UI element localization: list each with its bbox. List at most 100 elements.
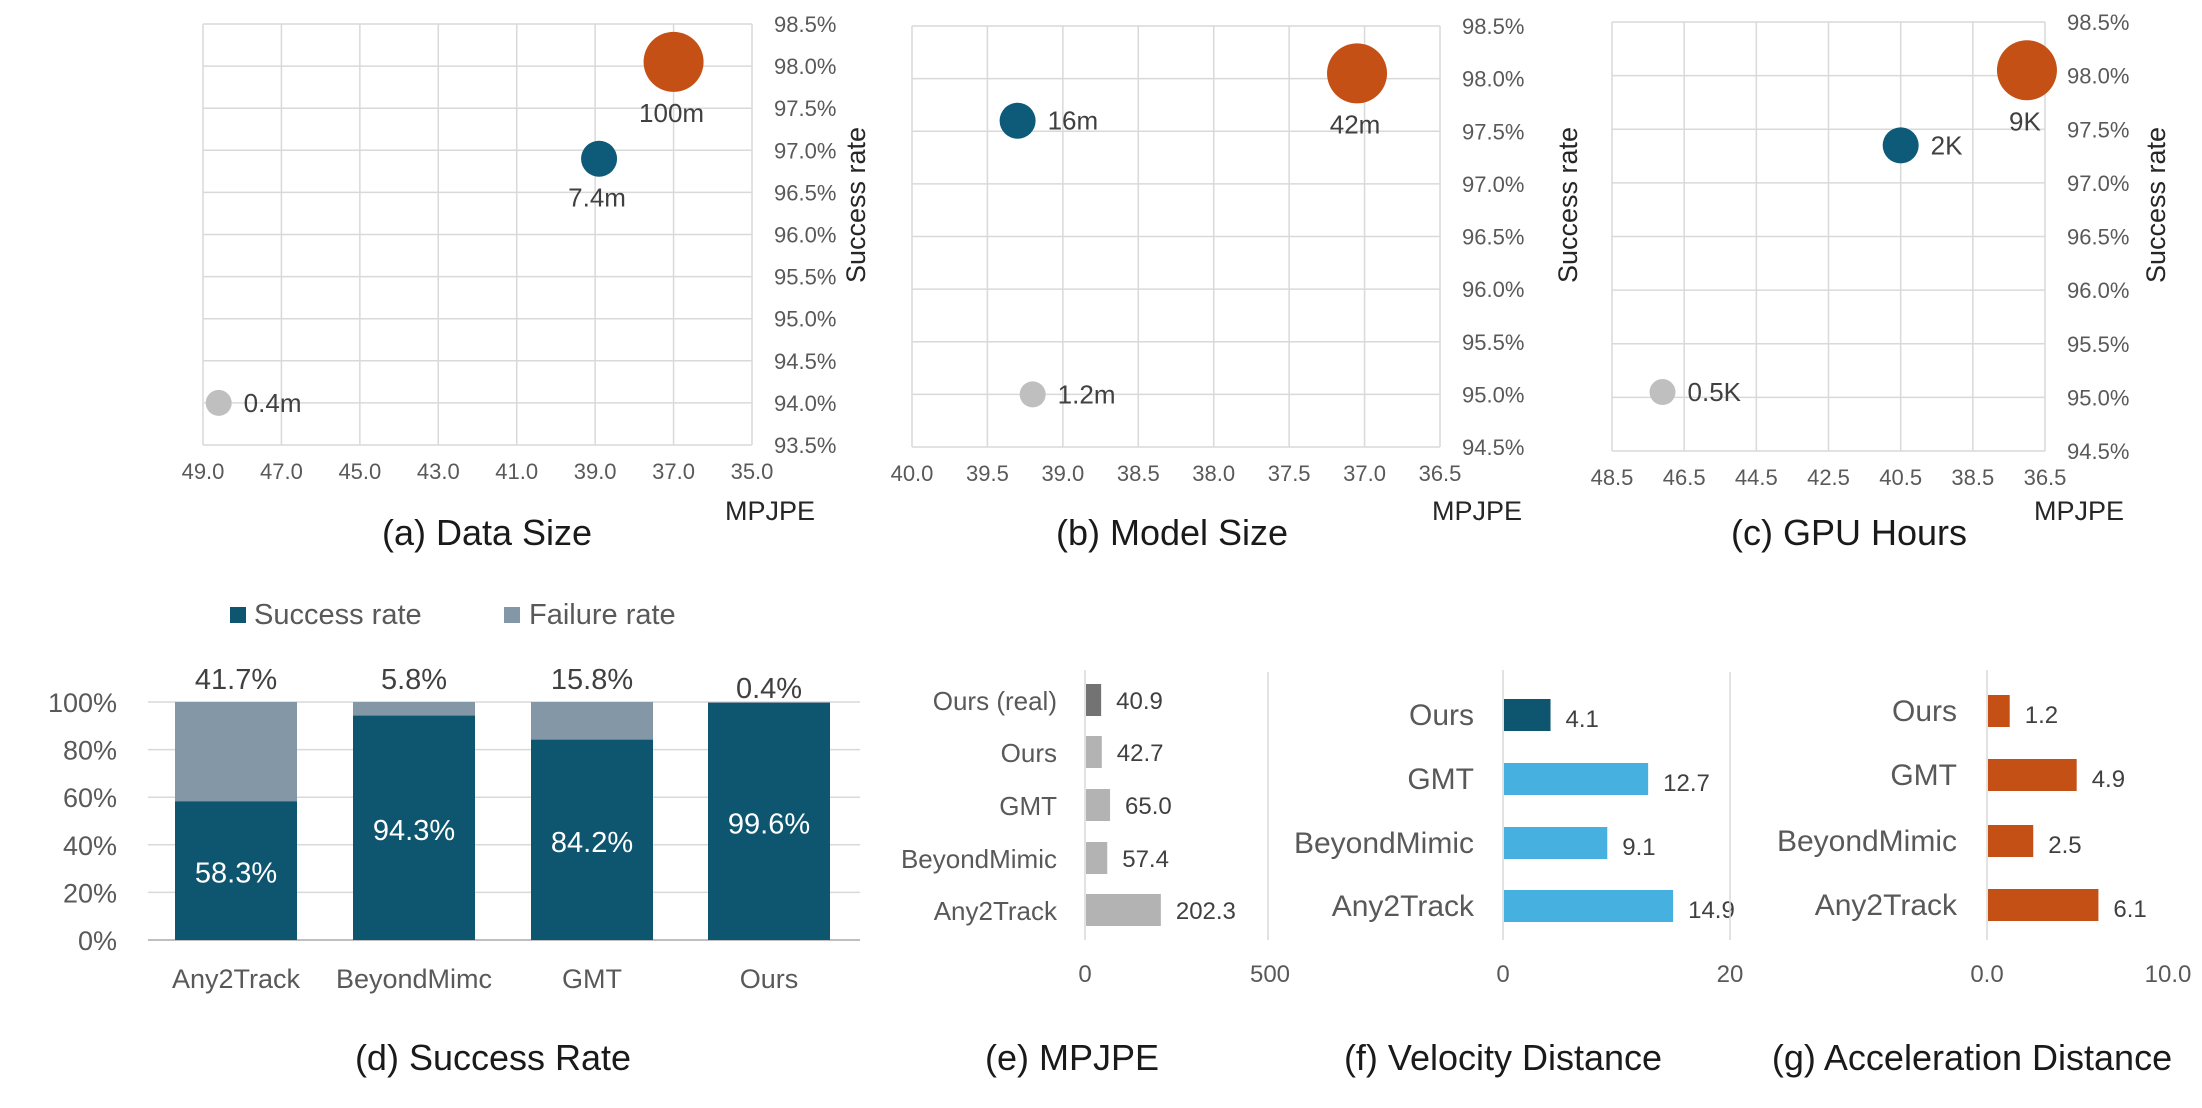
bar (1504, 763, 1649, 795)
y-tick-label: 96.0% (2067, 278, 2129, 303)
category-label: GMT (999, 791, 1057, 821)
stacked-bar-chart-d: 0% 20% 40% 60% 80% 100% 58.3% 41.7% Any2Track 94.… (48, 599, 860, 1078)
y-tick-label: 94.0% (774, 391, 836, 416)
bar (1504, 699, 1551, 731)
x-tick-label: BeyondMimc (336, 964, 492, 994)
x-tick-label: 36.5 (2024, 465, 2067, 490)
x-axis-title: MPJPE (725, 496, 815, 526)
category-label: Ours (1001, 738, 1057, 768)
chart-caption: (f) Velocity Distance (1344, 1037, 1662, 1078)
y-tick-label: 96.5% (774, 180, 836, 205)
y-tick-label: 95.0% (774, 307, 836, 332)
legend-label: Failure rate (529, 599, 676, 631)
bar (1086, 789, 1111, 821)
hbar-chart-g: Ours 1.2 GMT 4.9 BeyondMimic 2.5 Any2Track 6.1 0… (1772, 670, 2191, 1078)
x-tick-label: 0.0 (1970, 961, 2003, 988)
bubble-label: 9K (2009, 106, 2041, 136)
x-tick-label: 49.0 (182, 459, 225, 484)
y-tick-label: 96.0% (1462, 277, 1524, 302)
x-tick-label: 40.5 (1879, 465, 1922, 490)
scatter-chart-a: 93.5% 94.0% 94.5% 95.0% 95.5% 96.0% 96.5% 97.0%… (182, 12, 871, 553)
y-tick-label: 97.0% (774, 138, 836, 163)
y-tick-label: 96.5% (2067, 225, 2129, 250)
x-tick-label: 37.0 (652, 459, 695, 484)
y-axis-title: Success rate (1553, 127, 1583, 283)
bubble-label: 100m (639, 98, 704, 128)
bubble-label: 0.4m (244, 388, 302, 418)
y-tick-label: 98.5% (2067, 10, 2129, 35)
x-tick-label: 39.0 (574, 459, 617, 484)
bar-value-label: 65.0 (1125, 793, 1172, 820)
y-tick-label: 95.0% (2067, 385, 2129, 410)
bar (1504, 827, 1608, 859)
bar-value-label: 5.8% (381, 664, 447, 696)
x-tick-label: 39.5 (966, 461, 1009, 486)
x-tick-label: 37.0 (1343, 461, 1386, 486)
bar-value-label: 58.3% (195, 858, 277, 890)
y-tick-label: 100% (48, 688, 117, 718)
x-tick-label: 38.5 (1117, 461, 1160, 486)
y-tick-label: 98.5% (774, 12, 836, 37)
y-tick-label: 97.5% (774, 96, 836, 121)
x-tick-label: 0 (1078, 961, 1091, 988)
y-tick-label: 95.5% (1462, 330, 1524, 355)
scatter-chart-b: 94.5% 95.0% 95.5% 96.0% 96.5% 97.0% 97.5% 98.0%… (891, 14, 1583, 553)
y-tick-label: 96.0% (774, 223, 836, 248)
y-tick-label: 96.5% (1462, 225, 1524, 250)
bubble-point (999, 102, 1036, 139)
x-tick-label: 45.0 (338, 459, 381, 484)
chart-caption: (d) Success Rate (355, 1037, 631, 1078)
bar-value-label: 4.1 (1566, 706, 1599, 733)
bubble-label: 16m (1048, 106, 1099, 136)
x-tick-label: Any2Track (172, 964, 301, 994)
y-tick-label: 97.0% (2067, 171, 2129, 196)
y-tick-label: 0% (78, 926, 117, 956)
y-axis-title: Success rate (841, 127, 871, 283)
bar (1086, 684, 1102, 716)
x-tick-label: Ours (740, 964, 799, 994)
y-tick-label: 40% (63, 831, 117, 861)
x-tick-label: 20 (1717, 961, 1744, 988)
bar-segment-failure (531, 702, 653, 740)
bar-value-label: 40.9 (1116, 688, 1163, 715)
x-tick-label: 39.0 (1041, 461, 1084, 486)
legend-label: Success rate (254, 599, 422, 631)
bar-value-label: 57.4 (1122, 846, 1169, 873)
x-axis-title: MPJPE (2034, 496, 2124, 526)
chart-caption: (g) Acceleration Distance (1772, 1037, 2172, 1078)
y-tick-label: 98.0% (774, 54, 836, 79)
bubble-label: 0.5K (1688, 377, 1742, 407)
bar (1504, 890, 1674, 922)
category-label: Any2Track (1332, 890, 1475, 923)
y-tick-label: 97.5% (1462, 119, 1524, 144)
y-axis-title: Success rate (2141, 127, 2171, 283)
bar (1086, 894, 1161, 926)
x-tick-label: 0 (1496, 961, 1509, 988)
chart-caption: (a) Data Size (382, 512, 592, 553)
y-tick-label: 95.0% (1462, 382, 1524, 407)
y-tick-label: 95.5% (2067, 332, 2129, 357)
bar-value-label: 41.7% (195, 664, 277, 696)
category-label: Ours (real) (933, 686, 1057, 716)
bubble-point (205, 389, 232, 416)
y-tick-label: 98.5% (1462, 14, 1524, 39)
bar-segment-success (353, 715, 475, 940)
x-axis-title: MPJPE (1432, 496, 1522, 526)
x-tick-label: 48.5 (1591, 465, 1634, 490)
bar (1988, 825, 2034, 857)
category-label: GMT (1890, 759, 1957, 792)
bar-segment-failure (175, 702, 297, 802)
bar-segment-success (175, 801, 297, 940)
bubble-point (1327, 43, 1388, 104)
category-label: Ours (1409, 699, 1474, 732)
category-label: BeyondMimic (1777, 825, 1957, 858)
bar (1988, 695, 2010, 727)
bar-value-label: 2.5 (2048, 832, 2081, 859)
bar-value-label: 4.9 (2092, 766, 2125, 793)
bar-value-label: 99.6% (728, 808, 810, 840)
bar-segment-failure (708, 702, 830, 703)
bar-value-label: 42.7 (1117, 740, 1164, 767)
legend-swatch (230, 607, 246, 623)
x-tick-label: 10.0 (2145, 961, 2192, 988)
